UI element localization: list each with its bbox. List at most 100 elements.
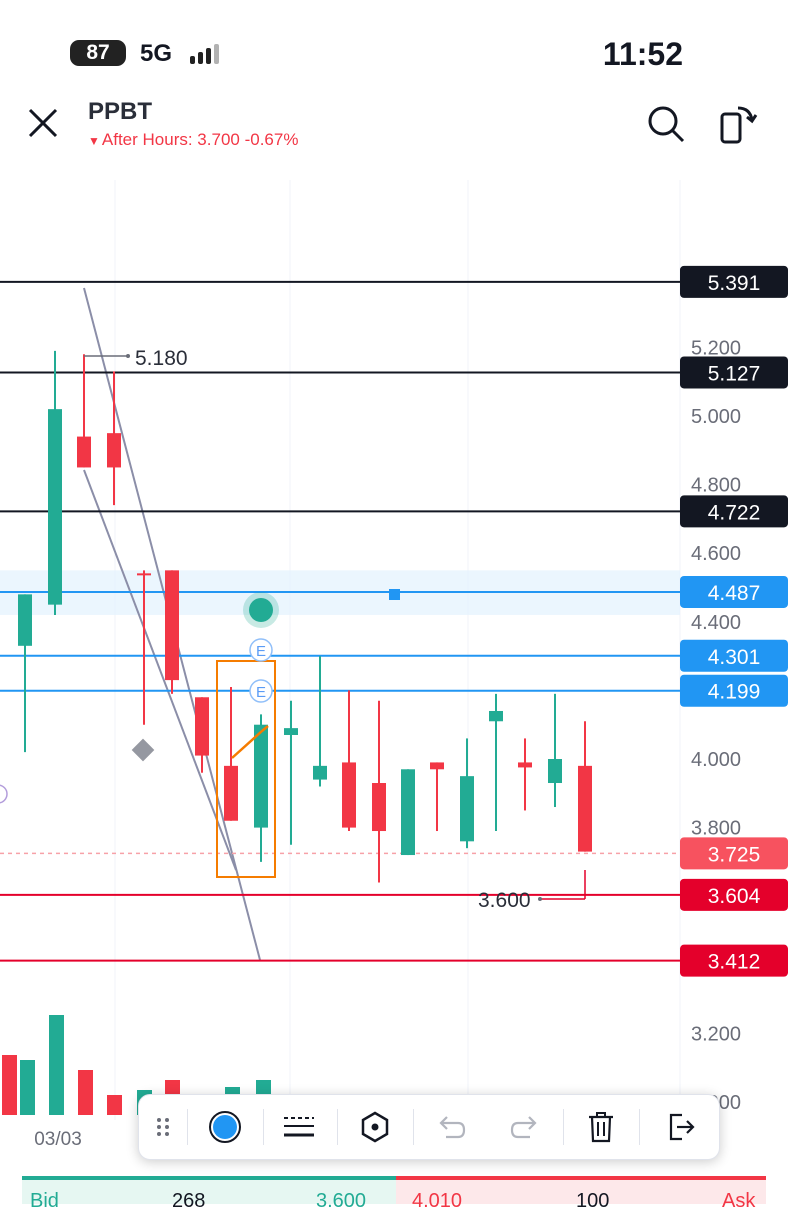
ask-price: 4.010 — [412, 1190, 463, 1212]
after-hours-quote: ▼ After Hours: 3.700 -0.67% — [88, 130, 298, 150]
search-icon — [648, 106, 685, 143]
candle-body — [372, 783, 386, 832]
order-book-strip: Bid 268 3.600 4.010 100 Ask — [22, 1176, 766, 1212]
candle-body — [165, 570, 179, 681]
candle-body — [518, 762, 532, 768]
close-icon — [28, 108, 58, 138]
candle-body — [195, 697, 209, 756]
price-axis-tick: 5.000 — [691, 406, 741, 428]
bid-label: Bid — [30, 1190, 59, 1212]
delete-button[interactable] — [569, 1095, 633, 1159]
price-axis-tick: 4.400 — [691, 612, 741, 634]
drawing-handle — [389, 589, 400, 600]
candle-body — [401, 769, 415, 856]
price-axis-tick: 4.000 — [691, 749, 741, 771]
chart-canvas[interactable]: 5.180 3.600 E E 5.200 5.000 4.800 4.600 4.400 4.… — [0, 180, 788, 1200]
candle-body — [342, 762, 356, 828]
bid-bar — [22, 1176, 396, 1204]
price-axis-tick: 3.800 — [691, 818, 741, 840]
price-level-label: 3.412 — [708, 951, 761, 974]
volume-bar — [49, 1015, 64, 1115]
candle-body — [489, 710, 503, 722]
volume-bar — [20, 1060, 35, 1115]
drag-handle[interactable] — [139, 1095, 187, 1159]
chart-header: PPBT ▼ After Hours: 3.700 -0.67% — [0, 90, 788, 170]
bid-size: 268 — [172, 1190, 206, 1212]
toolbar-divider — [187, 1109, 188, 1145]
network-type: 5G — [140, 40, 173, 67]
selected-point-marker — [249, 598, 273, 622]
down-arrow-icon: ▼ — [88, 134, 100, 148]
annotation-high-label: 5.180 — [135, 347, 188, 370]
close-button[interactable] — [26, 106, 62, 142]
symbol-title[interactable]: PPBT — [88, 98, 153, 125]
trendline-lower — [83, 469, 237, 871]
color-button[interactable] — [193, 1095, 257, 1159]
battery-indicator: 87 — [70, 40, 126, 66]
drag-handle-icon — [157, 1118, 169, 1136]
line-style-icon — [284, 1117, 314, 1137]
bid-price: 3.600 — [316, 1190, 367, 1212]
candle-body — [578, 765, 592, 852]
price-level-tag — [680, 837, 788, 870]
rotate-screen-icon — [720, 106, 758, 144]
candle-body — [430, 762, 444, 770]
highlight-wedge — [231, 725, 269, 759]
highlight-box — [216, 660, 276, 878]
volume-bar — [107, 1095, 122, 1115]
toolbar-divider — [639, 1109, 640, 1145]
settings-hexagon-icon — [361, 1111, 389, 1143]
earnings-label: E — [256, 643, 266, 660]
price-axis-tick: 4.600 — [691, 543, 741, 565]
price-level-tag — [680, 356, 788, 389]
price-axis-tick: 5.200 — [691, 337, 741, 359]
search-button[interactable] — [646, 104, 686, 144]
after-hours-text: After Hours: 3.700 -0.67% — [101, 130, 299, 149]
settings-button[interactable] — [343, 1095, 407, 1159]
candle-body — [107, 433, 121, 468]
undo-button[interactable] — [419, 1095, 483, 1159]
toolbar-divider — [563, 1109, 564, 1145]
price-chart[interactable]: 5.180 3.600 E E 5.200 5.000 4.800 4.600 4.400 4.… — [0, 180, 788, 1200]
annotation-low-label: 3.600 — [478, 889, 531, 912]
price-level-tag — [680, 878, 788, 911]
rotate-screen-button[interactable] — [716, 102, 760, 146]
toolbar-divider — [337, 1109, 338, 1145]
earnings-marker — [249, 638, 273, 662]
price-axis-tick: 3.200 — [691, 1023, 741, 1045]
toolbar-divider — [413, 1109, 414, 1145]
price-level-label: 5.127 — [708, 362, 761, 385]
price-level-label: 3.604 — [708, 885, 761, 908]
price-level-tag — [680, 495, 788, 528]
candle-body — [313, 765, 327, 780]
drawing-toolbar — [138, 1094, 720, 1160]
price-level-label: 4.722 — [708, 501, 761, 524]
price-level-label: 4.301 — [708, 646, 761, 669]
color-swatch-icon — [209, 1111, 241, 1143]
exit-drawing-button[interactable] — [649, 1095, 713, 1159]
candle-body — [548, 759, 562, 784]
trash-icon — [589, 1112, 613, 1143]
ask-label: Ask — [722, 1190, 756, 1212]
price-level-tag — [680, 944, 788, 977]
ask-size: 100 — [576, 1190, 610, 1212]
price-level-tag — [680, 639, 788, 672]
ask-bar — [396, 1176, 766, 1204]
line-style-button[interactable] — [267, 1095, 331, 1159]
redo-button[interactable] — [493, 1095, 557, 1159]
candle-body — [18, 594, 32, 646]
clock: 11:52 — [602, 36, 683, 72]
diamond-marker — [131, 738, 155, 762]
price-level-tag — [680, 575, 788, 608]
annotation-dot — [126, 354, 130, 358]
price-level-label: 4.199 — [708, 681, 761, 704]
earnings-label: E — [256, 684, 266, 701]
alert-marker — [0, 784, 8, 804]
price-level-tag — [680, 674, 788, 707]
time-axis-tick: 03/03 — [34, 1129, 82, 1150]
signal-strength-icon — [190, 44, 222, 64]
annotation-dot — [538, 897, 542, 901]
candle-body — [224, 765, 238, 821]
redo-icon — [510, 1116, 537, 1139]
candle-body — [284, 728, 298, 735]
